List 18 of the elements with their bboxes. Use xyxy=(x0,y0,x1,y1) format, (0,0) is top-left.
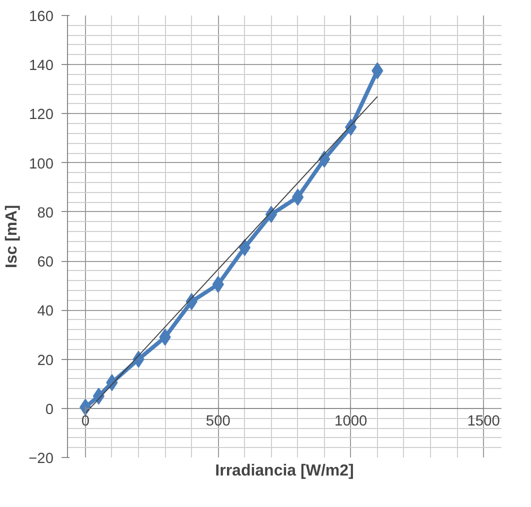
y-tick-label: 40 xyxy=(37,304,54,320)
y-tick-label: 140 xyxy=(29,58,54,74)
x-tick-label: 1000 xyxy=(334,413,368,430)
y-tick-label: 100 xyxy=(29,156,54,172)
y-tick-label: −20 xyxy=(28,451,54,467)
y-tick-label: 160 xyxy=(29,9,54,25)
y-tick-label: 60 xyxy=(37,254,54,271)
y-tick-label: 120 xyxy=(29,107,54,124)
point xyxy=(292,188,304,206)
x-tick-label: 500 xyxy=(206,413,230,430)
x-axis-title: Irradiancia [W/m2] xyxy=(215,462,354,480)
y-axis-title: Isc [mA] xyxy=(4,204,20,268)
x-tick-label: 0 xyxy=(81,413,90,430)
y-tick-label: 80 xyxy=(37,205,54,222)
y-tick-label: 0 xyxy=(45,402,54,418)
x-tick-label: 1500 xyxy=(467,413,500,430)
point xyxy=(238,239,251,256)
y-tick-label: 20 xyxy=(37,352,54,369)
